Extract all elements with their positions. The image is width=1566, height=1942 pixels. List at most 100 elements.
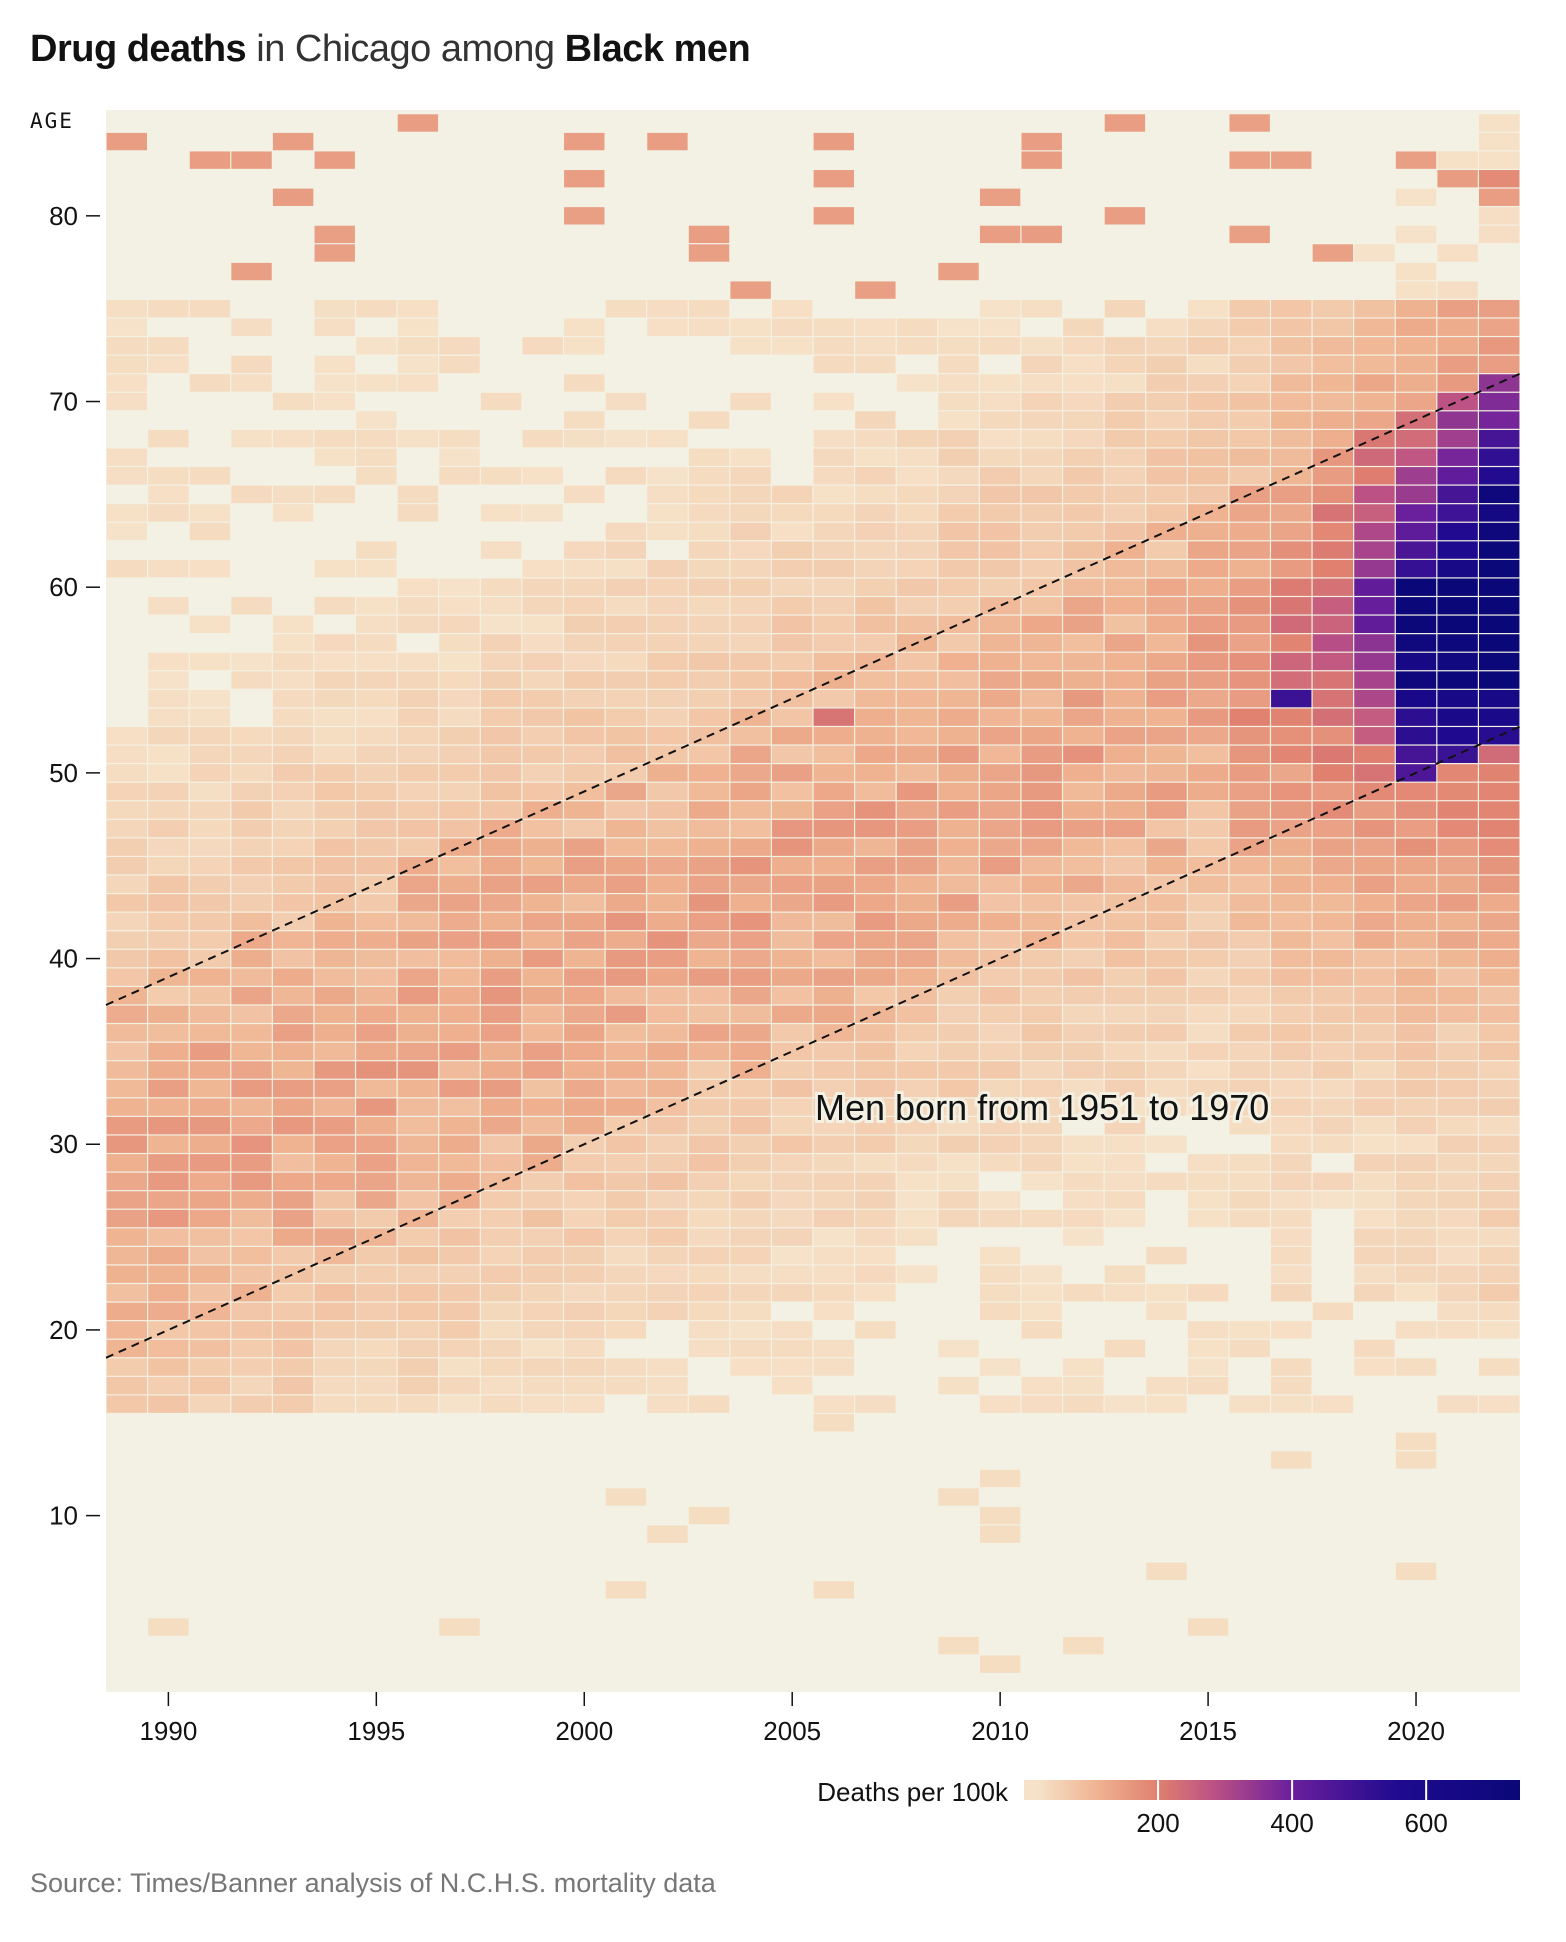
heatmap-cell [439,1024,480,1042]
heatmap-cell [397,671,439,689]
heatmap-cell [314,355,355,374]
heatmap-cell [896,689,938,708]
heatmap-cell [1146,949,1187,968]
heatmap-cell [564,337,605,355]
heatmap-cell [106,337,147,355]
heatmap-cell [106,1246,147,1265]
heatmap-cell [979,615,1021,634]
heatmap-cell [979,894,1021,912]
heatmap-cell [1104,875,1146,893]
heatmap-cell [272,727,314,745]
heatmap-cell [1021,1042,1062,1061]
heatmap-cell [189,1376,231,1395]
heatmap-cell [439,1135,480,1153]
heatmap-cell [1479,1042,1520,1061]
heatmap-cell [1021,1172,1062,1191]
heatmap-cell [1395,299,1437,318]
heatmap-cell [647,1284,688,1302]
heatmap-cell [1437,355,1478,374]
heatmap-cell [1312,504,1354,522]
heatmap-cell [1312,689,1354,708]
heatmap-cell [730,281,771,299]
heatmap-cell [1312,429,1354,448]
heatmap-cell [314,1061,355,1079]
heatmap-cell [979,411,1021,429]
heatmap-cell [896,1172,938,1191]
heatmap-cell [688,987,730,1005]
heatmap-cell [1395,318,1437,336]
heatmap-cell [938,467,979,485]
heatmap-cell [979,1024,1021,1042]
heatmap-cell [855,1061,896,1079]
heatmap-cell [1354,244,1395,262]
heatmap-cell [564,727,605,745]
heatmap-cell [397,1079,439,1098]
heatmap-cell [647,708,688,726]
heatmap-cell [356,1135,397,1153]
heatmap-cell [1229,392,1270,411]
heatmap-cell [896,1042,938,1061]
heatmap-cell [979,819,1021,838]
heatmap-cell [1271,355,1312,374]
heatmap-cell [1187,1358,1229,1376]
heatmap-cell [231,838,272,856]
heatmap-cell [1021,838,1062,856]
heatmap-cell [1271,1079,1312,1098]
heatmap-cell [855,1098,896,1116]
heatmap-cell [1437,1265,1478,1283]
heatmap-cell [1063,504,1104,522]
heatmap-cell [1312,949,1354,968]
heatmap-cell [1312,1302,1354,1321]
heatmap-cell [397,1172,439,1191]
heatmap-cell [522,912,563,931]
heatmap-cell [979,1284,1021,1302]
heatmap-cell [522,689,563,708]
heatmap-cell [813,819,854,838]
heatmap-cell [688,1098,730,1116]
heatmap-cell [1146,374,1187,392]
heatmap-cell [1063,782,1104,801]
heatmap-cell [1146,1562,1187,1580]
heatmap-cell [605,1079,647,1098]
x-tick-label: 2005 [763,1716,821,1746]
heatmap-cell [813,987,854,1005]
heatmap-cell [896,652,938,671]
heatmap-cell [1312,652,1354,671]
heatmap-cell [730,1079,771,1098]
heatmap-cell [1312,1116,1354,1135]
heatmap-cell [647,1358,688,1376]
heatmap-cell [647,634,688,652]
heatmap-cell [1437,578,1478,596]
heatmap-cell [231,1228,272,1246]
heatmap-cell [730,652,771,671]
heatmap-cell [1312,968,1354,986]
heatmap-cell [1354,1172,1395,1191]
heatmap-cell [314,634,355,652]
heatmap-cell [979,1135,1021,1153]
heatmap-cell [1146,708,1187,726]
heatmap-cell [356,429,397,448]
heatmap-cell [1395,541,1437,559]
heatmap-cell [772,541,813,559]
heatmap-cell [189,689,231,708]
heatmap-cell [938,727,979,745]
heatmap-cell [605,1376,647,1395]
heatmap-cell [522,857,563,875]
heatmap-cell [1271,1005,1312,1023]
heatmap-cell [1354,987,1395,1005]
heatmap-cell [1021,912,1062,931]
heatmap-cell [1063,337,1104,355]
heatmap-cell [772,1024,813,1042]
heatmap-cell [896,1024,938,1042]
heatmap-cell [1354,1246,1395,1265]
heatmap-cell [1146,615,1187,634]
heatmap-cell [979,429,1021,448]
heatmap-cell [356,615,397,634]
heatmap-cell [938,1154,979,1172]
heatmap-cell [231,1024,272,1042]
heatmap-cell [356,1116,397,1135]
heatmap-cell [564,838,605,856]
heatmap-cell [1271,894,1312,912]
heatmap-cell [1271,931,1312,949]
heatmap-cell [979,337,1021,355]
